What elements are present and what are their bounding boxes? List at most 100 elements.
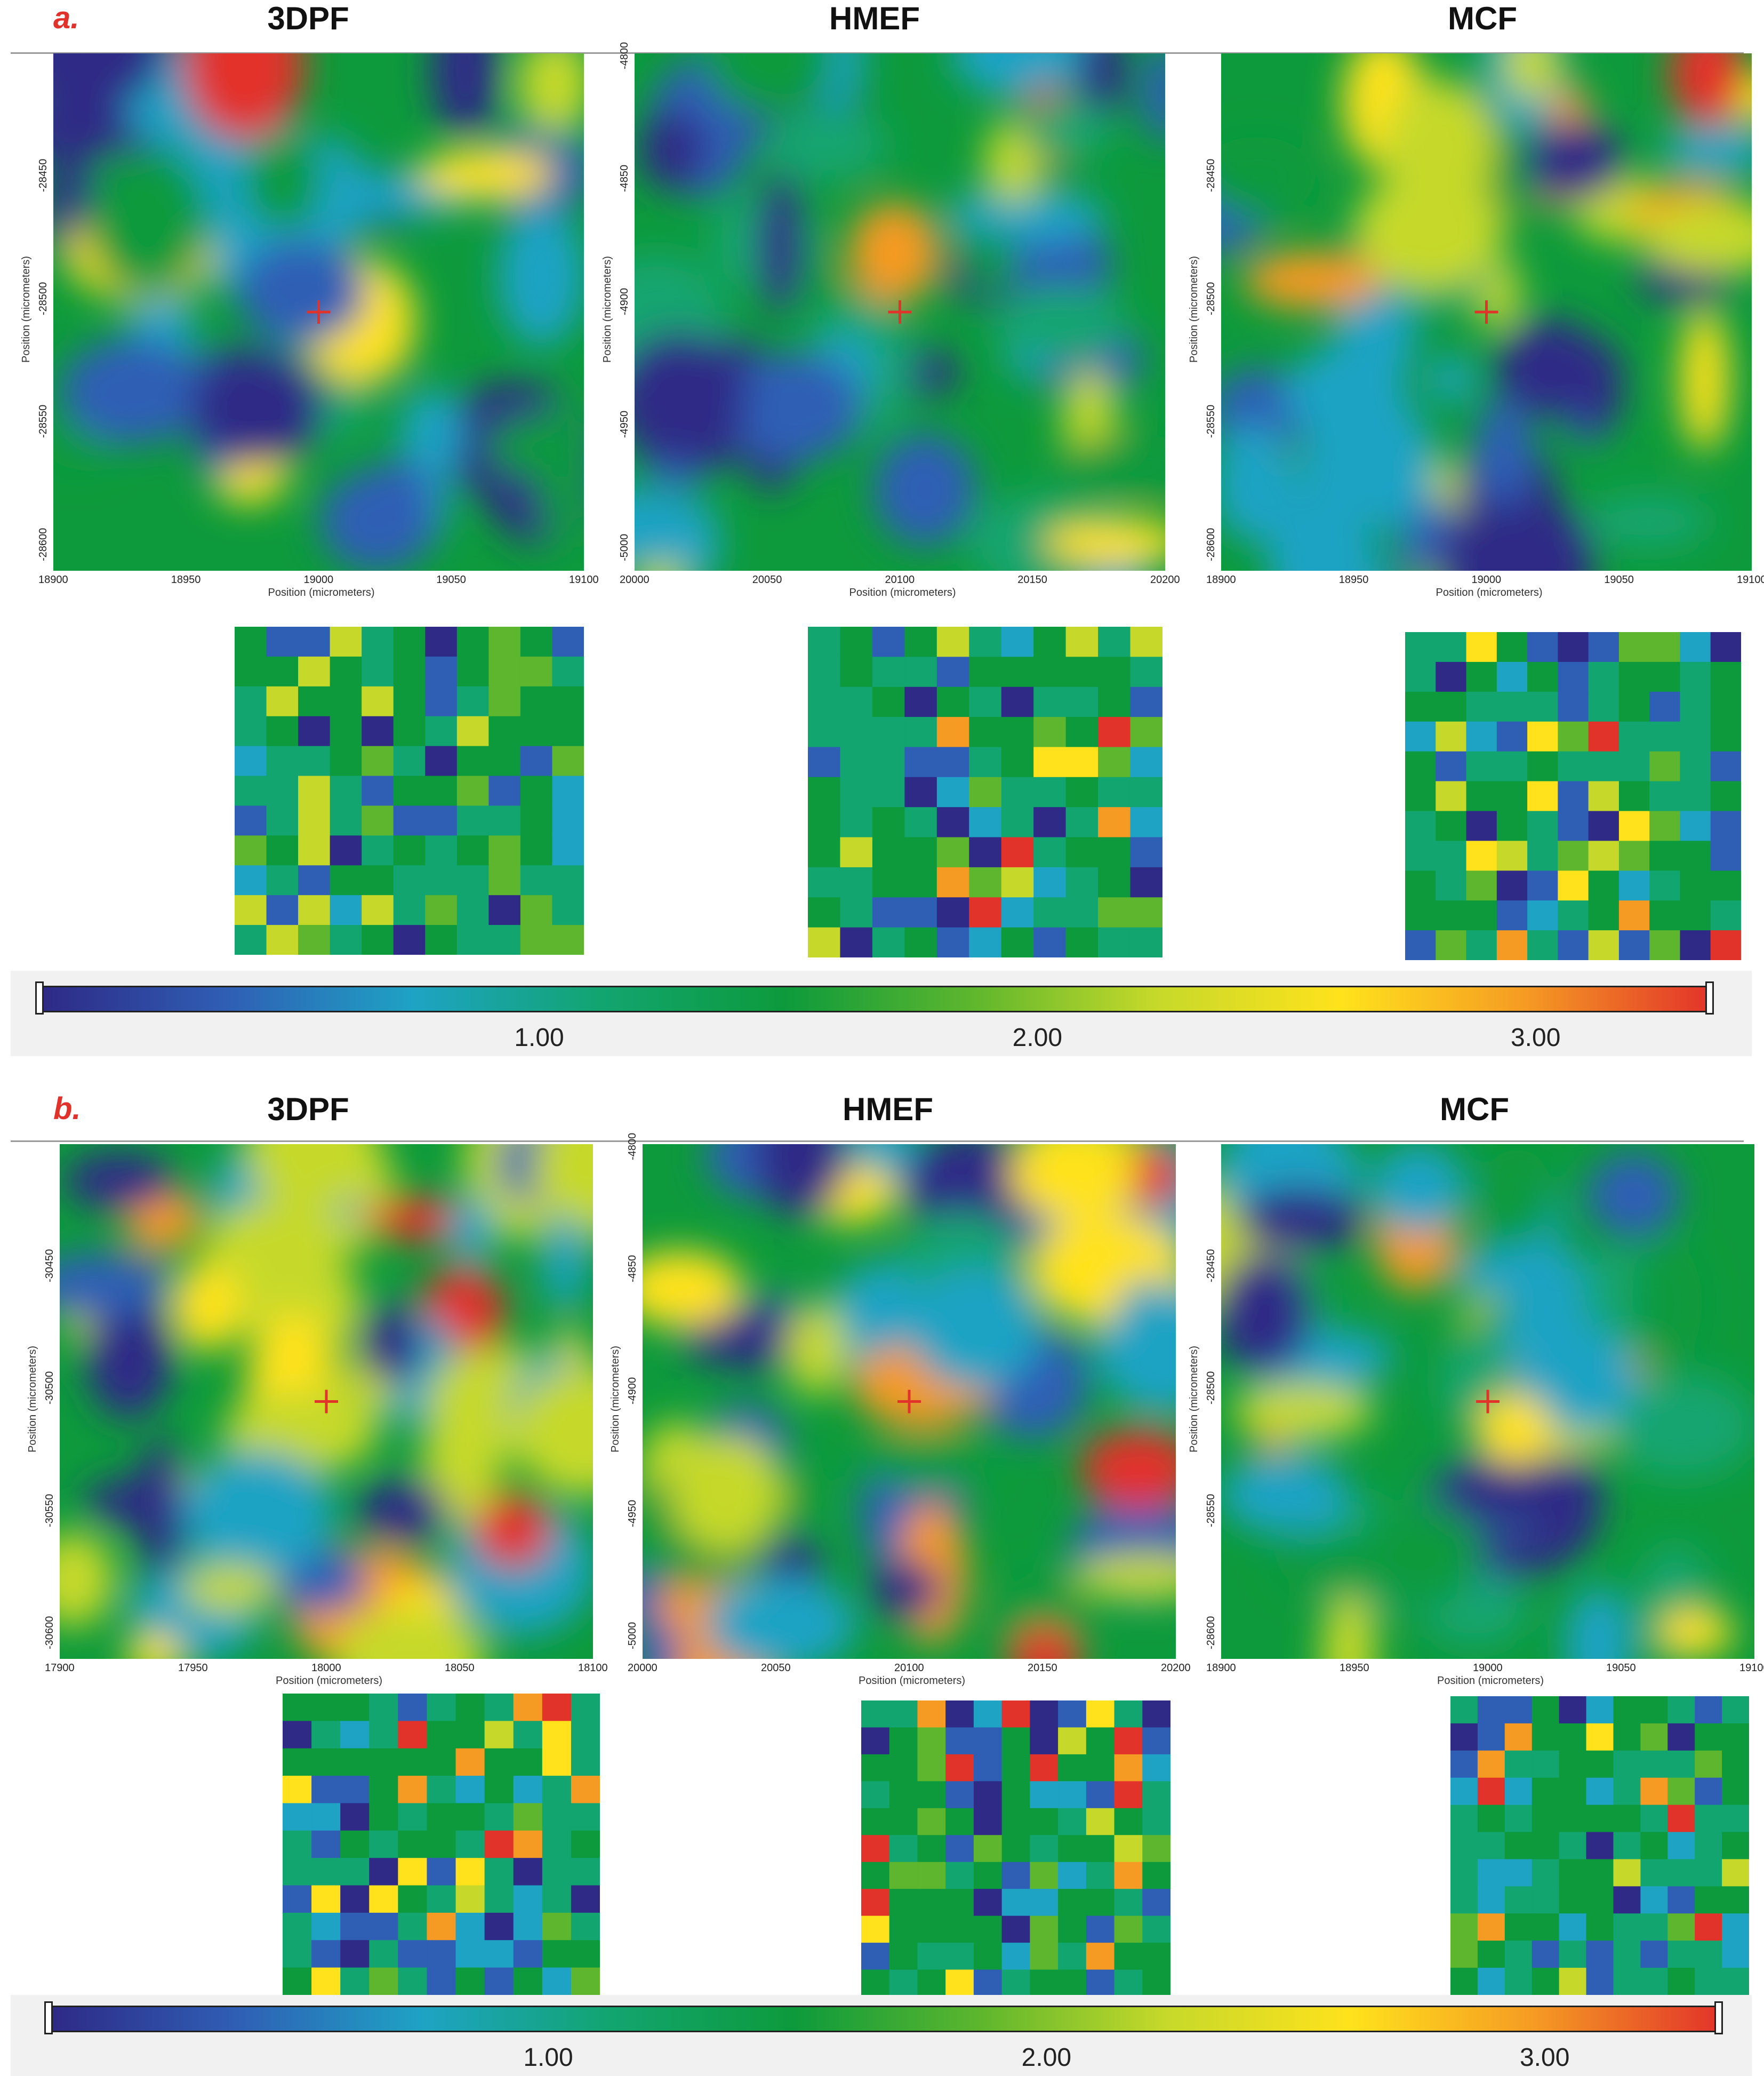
grid-cell (1695, 1804, 1722, 1833)
grid-cell (456, 865, 489, 896)
grid-cell (1649, 871, 1680, 901)
grid-cell (1558, 751, 1589, 782)
grid-cell (1722, 1968, 1749, 1995)
heatmap-blob (60, 1252, 172, 1318)
heatmap-blob (873, 433, 976, 546)
x-axis-label: Position (micrometers) (268, 587, 375, 598)
grid-cell (513, 1830, 543, 1858)
grid-cell (889, 1754, 918, 1782)
grid-cell (1130, 897, 1162, 928)
grid-cell (1114, 1727, 1143, 1755)
grid-cell (340, 1748, 370, 1776)
grid-cell (973, 1915, 1003, 1943)
grid-cell (861, 1700, 890, 1728)
grid-cell (1086, 1808, 1115, 1835)
y-tick-label: -28550 (1205, 1494, 1217, 1527)
grid-cell (1030, 1754, 1059, 1782)
grid-cell (571, 1967, 600, 1995)
x-tick-label: 19100 (569, 574, 599, 586)
grid-cell (425, 865, 458, 896)
grid-cell (1559, 1968, 1587, 1995)
grid-cell (1695, 1696, 1722, 1724)
grid-cell (1033, 717, 1067, 747)
grid-cell (283, 1940, 312, 1968)
grid-cell (484, 1967, 514, 1995)
section-a-top-rule (11, 52, 1744, 54)
grid-cell (311, 1885, 341, 1913)
grid-cell (861, 1915, 890, 1943)
colorbar-b-left-cap (44, 2001, 53, 2034)
grid-cell (488, 865, 521, 896)
grid-cell (393, 895, 426, 925)
heatmap-blob (1221, 1253, 1312, 1374)
grid-cell (1527, 781, 1558, 811)
grid-cell (520, 805, 552, 836)
x-tick-label: 19050 (436, 574, 466, 586)
grid-cell (1477, 1859, 1505, 1887)
center-marker (307, 300, 331, 324)
grid-cell (840, 867, 873, 898)
grid-cell (311, 1830, 341, 1858)
heatmap-blob (474, 1492, 552, 1568)
grid-cell (1477, 1913, 1505, 1941)
grid-cell (542, 1721, 572, 1749)
x-tick-label: 19100 (1739, 1662, 1764, 1674)
grid-cell (484, 1912, 514, 1941)
grid-cell (1504, 1913, 1533, 1941)
grid-cell (840, 897, 873, 928)
grid-cell (542, 1885, 572, 1913)
grid-cell (1710, 721, 1741, 752)
heatmap-blob (244, 134, 325, 229)
grid-cell (917, 1969, 946, 1997)
grid-cell (1527, 661, 1558, 692)
grid-cell (861, 1781, 890, 1809)
grid-cell (298, 835, 331, 866)
grid-cell (1588, 632, 1619, 662)
grid-cell (456, 656, 489, 687)
grid-cell (1466, 900, 1497, 931)
grid-cell (1086, 1969, 1115, 1997)
pixel-grid-b-3dpf (283, 1694, 600, 1995)
grid-cell (973, 1700, 1003, 1728)
grid-cell (904, 686, 937, 717)
grid-cell (427, 1912, 456, 1941)
panel-b3-title: MCF (1440, 1091, 1509, 1127)
heatmap-blob (1110, 1278, 1176, 1412)
grid-cell (969, 657, 1002, 688)
grid-cell (1504, 1941, 1533, 1968)
grid-cell (973, 1862, 1003, 1889)
grid-cell (1667, 1804, 1695, 1833)
grid-cell (1142, 1862, 1170, 1889)
grid-cell (340, 1912, 370, 1941)
grid-cell (1114, 1889, 1143, 1917)
grid-cell (1033, 867, 1067, 898)
grid-cell (872, 686, 905, 717)
grid-cell (1527, 841, 1558, 871)
grid-cell (1001, 1889, 1030, 1917)
grid-cell (1559, 1886, 1587, 1914)
grid-cell (542, 1830, 572, 1858)
grid-cell (1586, 1941, 1614, 1968)
grid-cell (904, 627, 937, 657)
grid-cell (484, 1885, 514, 1913)
grid-cell (1033, 837, 1067, 868)
grid-cell (945, 1943, 974, 1970)
grid-cell (1405, 721, 1436, 752)
grid-cell (552, 627, 584, 657)
grid-cell (945, 1835, 974, 1863)
heatmap-blob (182, 1450, 334, 1577)
grid-cell (427, 1858, 456, 1886)
grid-cell (808, 867, 840, 898)
grid-cell (1527, 632, 1558, 662)
grid-cell (1722, 1832, 1749, 1859)
y-axis-label: Position (micrometers) (27, 1345, 38, 1452)
grid-cell (369, 1885, 398, 1913)
grid-cell (427, 1830, 456, 1858)
grid-cell (1030, 1969, 1059, 1997)
grid-cell (235, 746, 267, 777)
heatmap-blob (670, 1434, 783, 1552)
pixel-grid-svg (235, 627, 584, 955)
grid-cell (1142, 1835, 1170, 1863)
grid-cell (1532, 1696, 1560, 1724)
y-axis-label: Position (micrometers) (610, 1345, 621, 1452)
